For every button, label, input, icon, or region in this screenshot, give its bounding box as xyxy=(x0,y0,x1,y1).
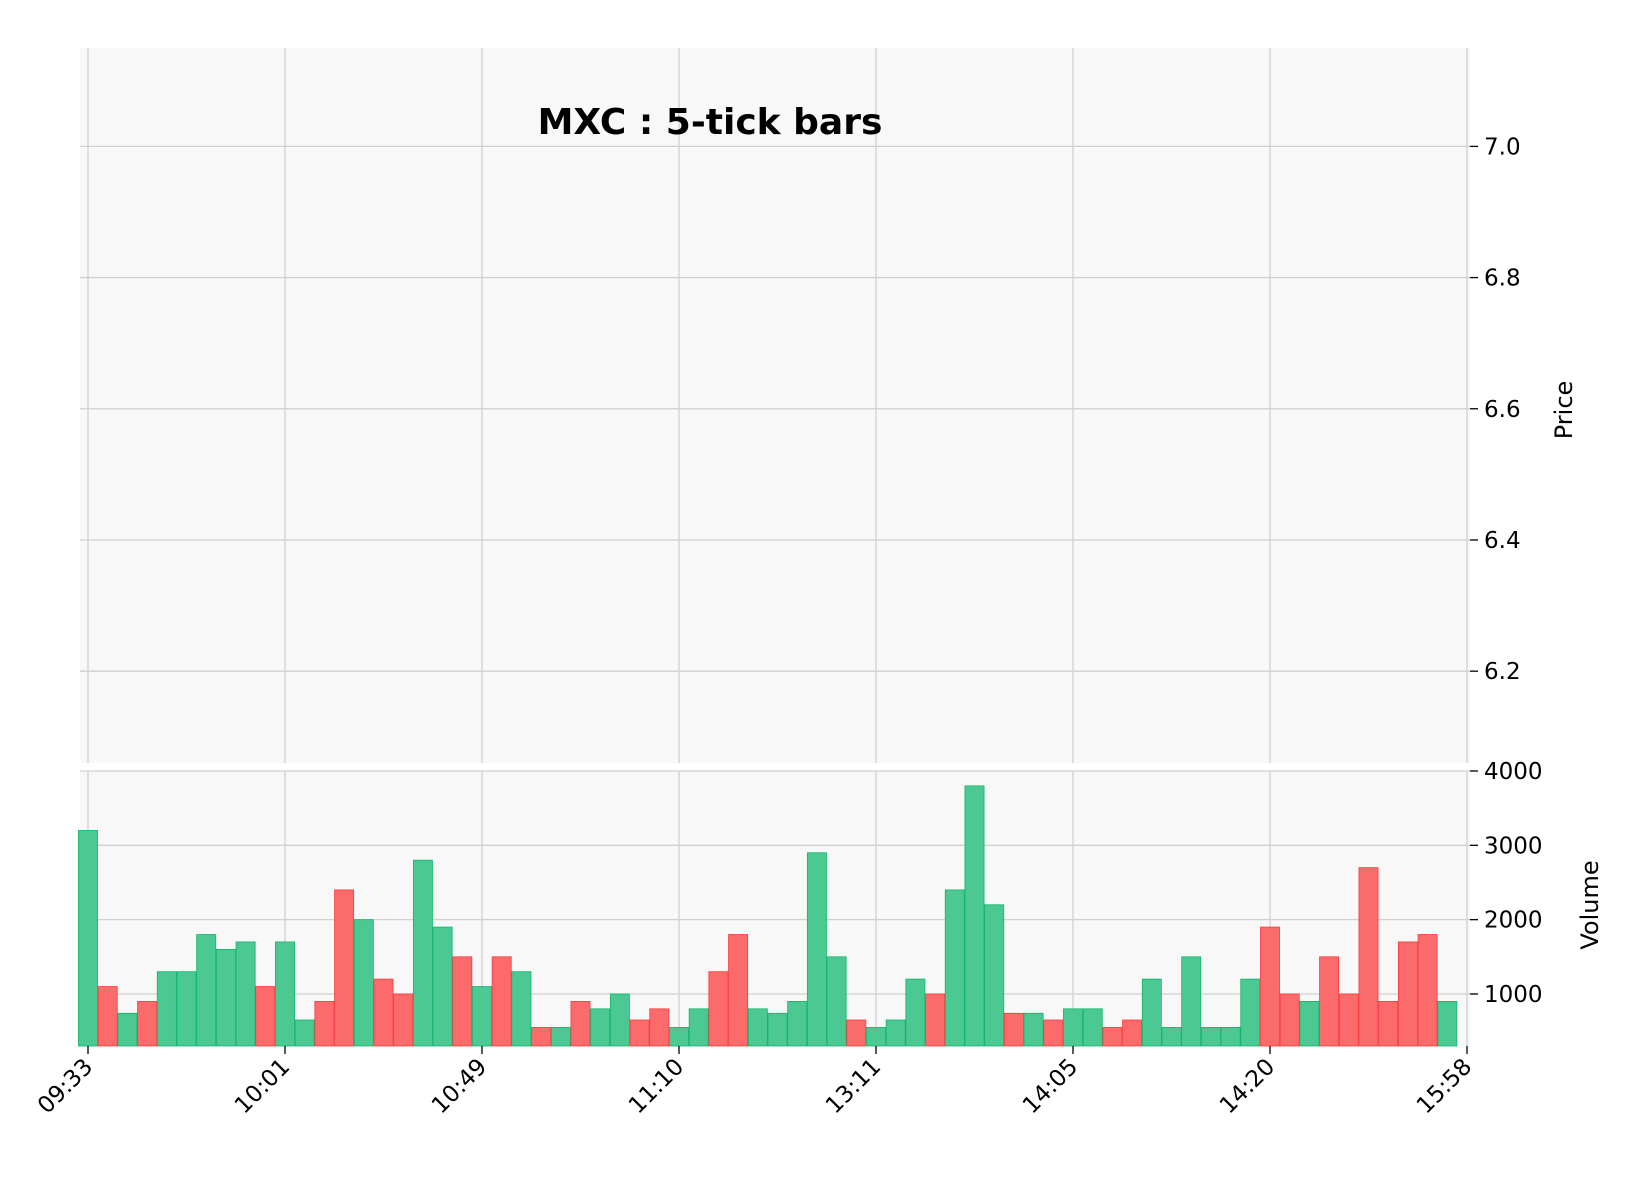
volume-bar xyxy=(1437,1001,1458,1047)
x-tick-label: 11:10 xyxy=(624,1054,689,1119)
volume-bar xyxy=(1023,1012,1044,1047)
volume-bar xyxy=(314,1001,335,1047)
volume-bar xyxy=(511,971,532,1047)
volume-axis-label: Volume xyxy=(1576,860,1604,949)
volume-bar xyxy=(1102,1027,1123,1047)
price-tick-label: 6.4 xyxy=(1484,528,1521,554)
volume-tick-label: 4000 xyxy=(1484,759,1543,785)
volume-bar xyxy=(531,1027,552,1047)
volume-panel xyxy=(80,771,1470,1046)
price-tick-label: 6.6 xyxy=(1484,397,1521,423)
volume-bar xyxy=(1181,956,1202,1047)
volume-bar xyxy=(1043,1019,1064,1047)
volume-bar xyxy=(866,1027,886,1047)
volume-bar xyxy=(1240,978,1261,1047)
volume-bar xyxy=(176,971,197,1047)
volume-bar xyxy=(235,941,256,1047)
volume-bar xyxy=(669,1027,689,1047)
price-tick-label: 6.2 xyxy=(1484,659,1521,685)
volume-bar xyxy=(806,852,827,1047)
x-tick-label: 09:33 xyxy=(33,1054,98,1119)
volume-bar xyxy=(590,1008,611,1047)
volume-bar xyxy=(1141,978,1162,1047)
volume-bar xyxy=(452,956,473,1047)
volume-bar xyxy=(334,889,355,1047)
volume-bar xyxy=(196,934,217,1047)
volume-bar xyxy=(1063,1008,1083,1047)
volume-bar xyxy=(609,993,630,1047)
volume-bar xyxy=(472,986,492,1047)
volume-bar xyxy=(688,1008,709,1047)
volume-bar xyxy=(1082,1008,1103,1047)
volume-bar xyxy=(215,948,236,1047)
price-panel xyxy=(80,48,1470,763)
volume-bar xyxy=(944,889,965,1047)
volume-bar xyxy=(1279,993,1300,1047)
x-tick-label: 13:11 xyxy=(821,1054,886,1119)
volume-bar xyxy=(353,919,374,1047)
volume-bar xyxy=(708,971,729,1047)
volume-bar xyxy=(885,1019,906,1047)
chart-title: MXC : 5-tick bars xyxy=(538,102,883,143)
x-tick-label: 10:49 xyxy=(427,1054,492,1119)
volume-bar xyxy=(1378,1001,1399,1047)
volume-bar xyxy=(1417,934,1438,1047)
volume-bar xyxy=(964,785,985,1047)
volume-bar xyxy=(1338,993,1359,1047)
volume-bar xyxy=(412,859,433,1047)
volume-bar xyxy=(156,971,177,1047)
volume-bar xyxy=(747,1008,768,1047)
volume-bar xyxy=(925,993,946,1047)
volume-tick-label: 3000 xyxy=(1484,833,1543,859)
volume-tick-label: 1000 xyxy=(1484,982,1543,1008)
volume-bar xyxy=(629,1019,650,1047)
x-tick-label: 15:58 xyxy=(1412,1054,1477,1119)
volume-bar xyxy=(1260,926,1280,1047)
volume-bar xyxy=(984,904,1005,1047)
volume-bar xyxy=(1122,1019,1143,1047)
volume-bar xyxy=(570,1001,591,1047)
volume-bar xyxy=(826,956,847,1047)
volume-bar xyxy=(373,978,394,1047)
volume-bars xyxy=(78,785,1458,1047)
volume-bar xyxy=(846,1019,867,1047)
volume-bar xyxy=(649,1008,670,1047)
volume-bar xyxy=(117,1012,138,1047)
volume-bar xyxy=(137,1001,158,1047)
grid xyxy=(80,48,1470,1046)
volume-bar xyxy=(550,1027,571,1047)
volume-bar xyxy=(1319,956,1340,1047)
volume-bar xyxy=(275,941,295,1047)
volume-bar xyxy=(294,1019,315,1047)
volume-bar xyxy=(1003,1012,1024,1047)
volume-bar xyxy=(78,830,98,1047)
volume-bar xyxy=(1220,1027,1241,1047)
volume-bar xyxy=(432,926,453,1047)
volume-bar xyxy=(1299,1001,1320,1047)
x-tick-label: 10:01 xyxy=(230,1054,295,1119)
volume-bar xyxy=(1397,941,1418,1047)
price-tick-label: 6.8 xyxy=(1484,266,1521,292)
volume-bar xyxy=(491,956,512,1047)
volume-bar xyxy=(97,986,118,1047)
volume-bar xyxy=(1200,1027,1221,1047)
x-tick-label: 14:20 xyxy=(1215,1054,1280,1119)
volume-bar xyxy=(787,1001,808,1047)
price-axis-label: Price xyxy=(1550,381,1578,440)
volume-bar xyxy=(1161,1027,1182,1047)
volume-bar xyxy=(393,993,414,1047)
volume-bar xyxy=(905,978,926,1047)
price-tick-label: 7.0 xyxy=(1484,134,1521,160)
x-tick-label: 14:05 xyxy=(1018,1054,1083,1119)
volume-bar xyxy=(728,934,749,1047)
volume-bar xyxy=(767,1012,788,1047)
volume-tick-label: 2000 xyxy=(1484,908,1543,934)
volume-bar xyxy=(255,986,276,1047)
volume-bar xyxy=(1358,867,1379,1047)
